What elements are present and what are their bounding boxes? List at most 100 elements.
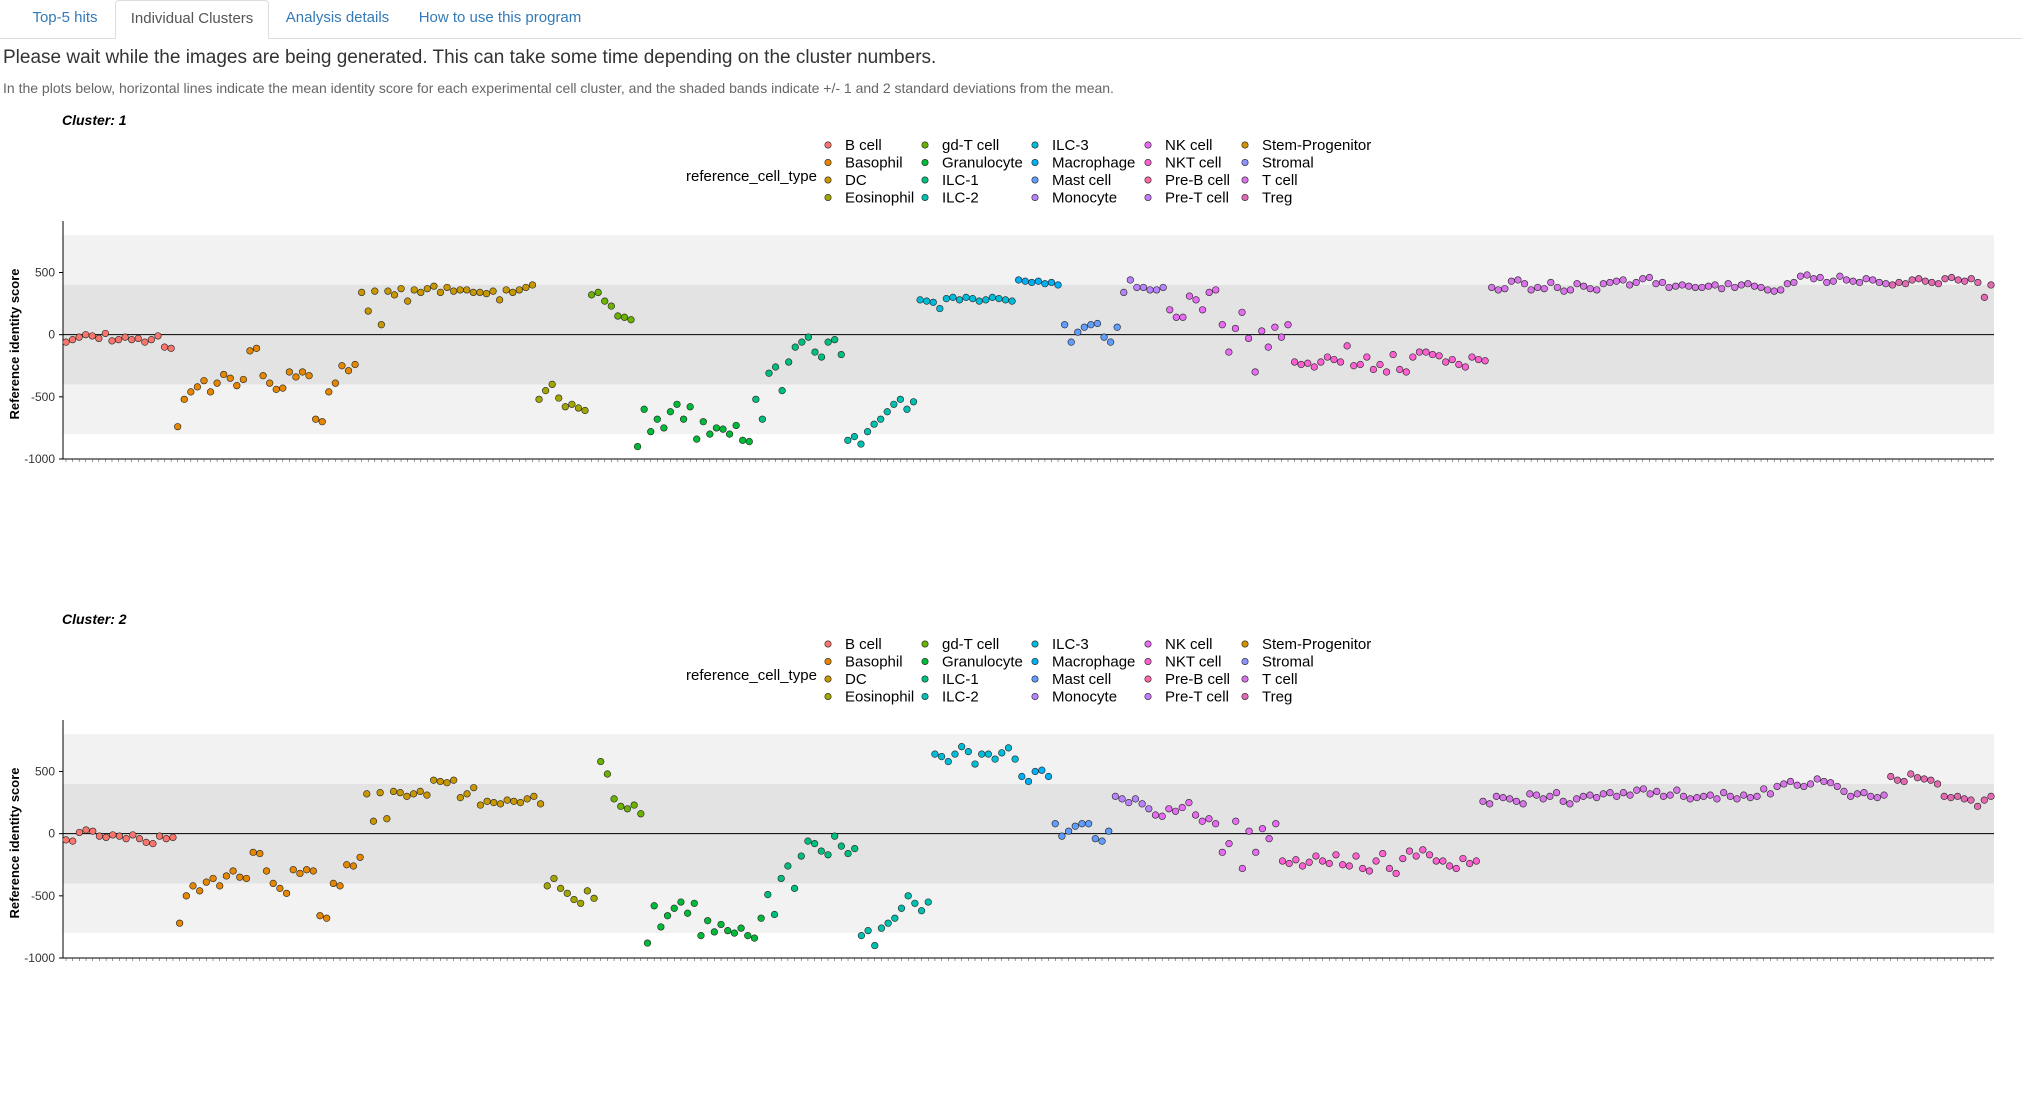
data-point [403, 792, 411, 800]
legend-key [1241, 176, 1249, 184]
data-point [647, 428, 655, 436]
data-point [456, 286, 464, 294]
data-point [797, 852, 805, 860]
data-point [1685, 282, 1693, 290]
y-tick-label: 0 [48, 328, 55, 342]
y-axis-label: Reference identity score [7, 767, 22, 918]
legend-key [1031, 693, 1039, 701]
data-point [1047, 278, 1056, 287]
data-point [710, 928, 718, 936]
data-point [1786, 777, 1795, 786]
legend-key [1144, 141, 1152, 149]
data-point [643, 939, 652, 947]
legend-key [921, 693, 929, 701]
data-point [1783, 280, 1791, 288]
y-axis-label: Reference identity score [7, 268, 22, 419]
data-point [883, 408, 891, 416]
data-point [476, 801, 485, 809]
tab-analysis-details[interactable]: Analysis details [285, 9, 390, 26]
data-point [1619, 276, 1627, 284]
data-point [95, 832, 104, 840]
data-point [114, 336, 123, 344]
data-point [1887, 772, 1895, 781]
data-point [1579, 792, 1587, 800]
data-point [82, 331, 90, 339]
data-point [1833, 782, 1841, 791]
data-point [410, 286, 418, 294]
data-point [1666, 791, 1674, 799]
legend-label: Monocyte [1052, 689, 1117, 706]
data-point [309, 867, 317, 875]
data-point [607, 302, 615, 310]
data-point [790, 884, 799, 892]
data-point [1566, 286, 1575, 294]
tab-individual-clusters[interactable]: Individual Clusters [115, 0, 269, 39]
data-point [958, 743, 966, 751]
data-point [1138, 800, 1146, 808]
data-point [384, 287, 392, 295]
data-point [1419, 846, 1427, 854]
legend-key [1031, 158, 1039, 166]
legend-label: Pre-B cell [1165, 671, 1230, 688]
data-point [1107, 338, 1115, 346]
legend-label: ILC-3 [1052, 137, 1089, 154]
data-point [653, 415, 661, 423]
data-point [1842, 276, 1851, 284]
legend-key [1144, 194, 1152, 202]
data-point [857, 932, 865, 940]
tab-how-to-use[interactable]: How to use this program [418, 9, 582, 26]
data-point [891, 914, 899, 922]
data-point [323, 914, 331, 922]
tab-top-5-hits[interactable]: Top-5 hits [32, 9, 98, 26]
data-point [657, 923, 665, 931]
legend-key [921, 158, 929, 166]
legend-key [1031, 141, 1039, 149]
data-point [496, 296, 504, 304]
data-point [623, 805, 632, 813]
data-point [1330, 355, 1338, 364]
legend-label: ILC-1 [942, 172, 979, 189]
data-point [1298, 862, 1307, 870]
data-point [463, 286, 471, 294]
data-point [456, 794, 464, 802]
data-point [1258, 327, 1266, 335]
data-point [1724, 280, 1732, 288]
data-point [1927, 776, 1935, 784]
data-point [706, 430, 714, 438]
data-point [1678, 281, 1686, 289]
data-point [770, 910, 779, 919]
legend-label: Pre-T cell [1165, 190, 1229, 207]
legend-key [921, 657, 929, 665]
data-point [581, 406, 589, 415]
data-point [1632, 278, 1640, 287]
data-point [962, 293, 970, 301]
data-point [141, 338, 149, 346]
data-point [577, 899, 585, 907]
data-point [1474, 355, 1483, 364]
legend-key [824, 693, 832, 701]
data-point [594, 288, 602, 297]
data-point [871, 941, 879, 950]
data-point [1639, 275, 1647, 283]
data-point [791, 343, 799, 351]
data-point [1856, 278, 1864, 287]
data-point [1626, 791, 1634, 799]
data-point [1560, 287, 1568, 295]
data-point [984, 750, 992, 758]
data-point [844, 849, 852, 858]
data-point [811, 348, 819, 356]
data-point [909, 398, 918, 406]
data-point [536, 800, 545, 808]
data-point [929, 298, 937, 306]
legend-key [824, 141, 832, 149]
data-point [1913, 774, 1922, 782]
data-point [690, 899, 698, 907]
data-point [142, 838, 150, 846]
data-point [285, 368, 293, 376]
data-point [1593, 794, 1601, 802]
data-point [1051, 820, 1059, 828]
data-point [1382, 368, 1391, 376]
data-point [1803, 271, 1811, 279]
data-point [1285, 859, 1293, 868]
data-point [1041, 280, 1049, 288]
